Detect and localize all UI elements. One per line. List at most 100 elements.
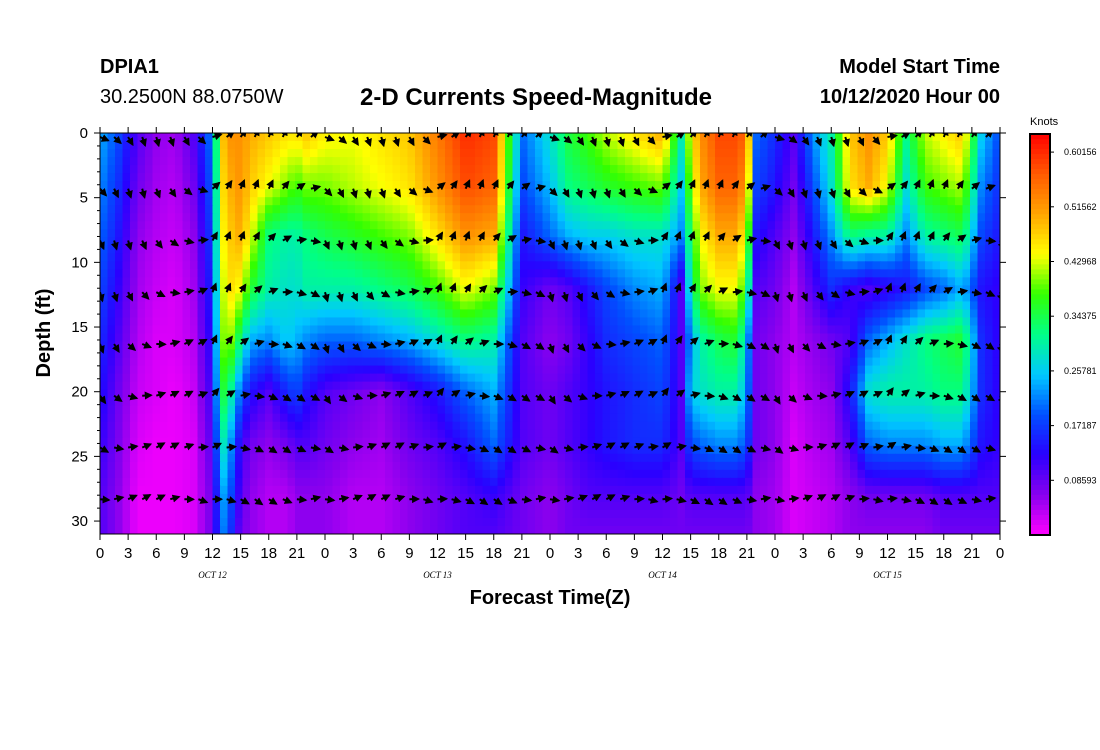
heatmap-cell <box>895 133 904 142</box>
heatmap-cell <box>407 365 416 375</box>
heatmap-cell <box>235 253 244 262</box>
heatmap-cell <box>242 157 251 166</box>
heatmap-cell <box>857 285 866 294</box>
heatmap-cell <box>632 421 641 431</box>
heatmap-cell <box>190 373 199 383</box>
heatmap-cell <box>940 269 949 278</box>
heatmap-cell <box>407 205 416 214</box>
heatmap-cell <box>880 173 889 182</box>
heatmap-cell <box>160 461 169 471</box>
heatmap-cell <box>917 317 926 327</box>
heatmap-cell <box>415 397 424 407</box>
heatmap-cell <box>190 461 199 471</box>
heatmap-cell <box>227 165 236 174</box>
heatmap-cell <box>880 389 889 399</box>
heatmap-cell <box>602 213 611 222</box>
heatmap-cell <box>587 365 596 375</box>
heatmap-cell <box>527 133 536 142</box>
heatmap-cell <box>962 189 971 198</box>
heatmap-cell <box>325 333 334 343</box>
heatmap-cell <box>340 277 349 286</box>
heatmap-cell <box>280 429 289 439</box>
heatmap-cell <box>422 333 431 343</box>
heatmap-cell <box>895 333 904 343</box>
heatmap-cell <box>287 181 296 190</box>
heatmap-cell <box>347 197 356 206</box>
heatmap-cell <box>460 405 469 415</box>
heatmap-cell <box>415 165 424 174</box>
heatmap-cell <box>805 341 814 351</box>
heatmap-cell <box>302 133 311 142</box>
heatmap-cell <box>917 205 926 214</box>
heatmap-cell <box>722 309 731 319</box>
heatmap-cell <box>565 357 574 367</box>
heatmap-cell <box>692 213 701 222</box>
heatmap-cell <box>460 301 469 311</box>
heatmap-cell <box>782 149 791 158</box>
heatmap-cell <box>647 381 656 391</box>
heatmap-cell <box>977 357 986 367</box>
heatmap-cell <box>692 365 701 375</box>
heatmap-cell <box>992 421 1000 431</box>
heatmap-cell <box>527 149 536 158</box>
heatmap-cell <box>707 349 716 359</box>
heatmap-cell <box>797 221 806 230</box>
heatmap-cell <box>842 213 851 222</box>
heatmap-cell <box>722 413 731 423</box>
heatmap-cell <box>175 261 184 270</box>
heatmap-cell <box>700 149 709 158</box>
heatmap-cell <box>497 245 506 254</box>
heatmap-cell <box>715 397 724 407</box>
heatmap-cell <box>415 269 424 278</box>
heatmap-cell <box>722 325 731 335</box>
heatmap-cell <box>557 341 566 351</box>
heatmap-cell <box>407 213 416 222</box>
heatmap-cell <box>737 293 746 303</box>
heatmap-cell <box>460 333 469 343</box>
heatmap-cell <box>872 293 881 303</box>
heatmap-cell <box>175 253 184 262</box>
heatmap-cell <box>535 301 544 311</box>
heatmap-cell <box>415 277 424 286</box>
heatmap-cell <box>662 165 671 174</box>
heatmap-cell <box>452 413 461 423</box>
heatmap-cell <box>220 405 229 415</box>
heatmap-cell <box>302 333 311 343</box>
heatmap-cell <box>250 253 259 262</box>
heatmap-cell <box>145 269 154 278</box>
heatmap-cell <box>850 181 859 190</box>
heatmap-cell <box>767 309 776 319</box>
heatmap-cell <box>730 429 739 439</box>
heatmap-cell <box>482 333 491 343</box>
heatmap-cell <box>175 437 184 447</box>
heatmap-cell <box>677 293 686 303</box>
heatmap-cell <box>925 277 934 286</box>
heatmap-cell <box>865 325 874 335</box>
heatmap-cell <box>430 205 439 214</box>
heatmap-cell <box>107 333 116 343</box>
heatmap-cell <box>235 197 244 206</box>
heatmap-cell <box>670 253 679 262</box>
heatmap-cell <box>160 165 169 174</box>
heatmap-cell <box>347 173 356 182</box>
heatmap-cell <box>790 309 799 319</box>
heatmap-cell <box>272 141 281 150</box>
heatmap-cell <box>400 197 409 206</box>
heatmap-cell <box>767 157 776 166</box>
heatmap-cell <box>580 205 589 214</box>
heatmap-cell <box>655 181 664 190</box>
heatmap-cell <box>962 245 971 254</box>
heatmap-cell <box>970 317 979 327</box>
heatmap-cell <box>332 453 341 463</box>
heatmap-cell <box>610 261 619 270</box>
heatmap-cell <box>460 173 469 182</box>
heatmap-cell <box>520 397 529 407</box>
heatmap-cell <box>257 309 266 319</box>
heatmap-cell <box>250 365 259 375</box>
heatmap-cell <box>955 381 964 391</box>
heatmap-cell <box>767 333 776 343</box>
heatmap-cell <box>265 309 274 319</box>
heatmap-cell <box>430 301 439 311</box>
heatmap-cell <box>985 261 994 270</box>
heatmap-cell <box>880 325 889 335</box>
